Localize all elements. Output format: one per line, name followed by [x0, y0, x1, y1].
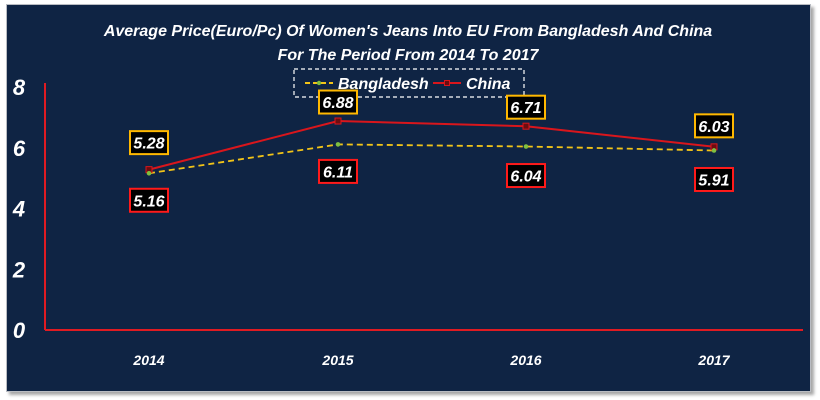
x-tick-label: 2016	[509, 352, 541, 368]
point-china	[335, 118, 341, 124]
data-label-china: 6.88	[322, 95, 353, 112]
series-lines	[146, 118, 717, 176]
legend-marker-china	[445, 81, 450, 86]
y-tick-label: 0	[13, 318, 26, 343]
point-china	[523, 123, 529, 129]
line-chart: Average Price(Euro/Pc) Of Women's Jeans …	[7, 5, 810, 391]
y-tick-label: 6	[13, 136, 26, 161]
chart-subtitle: For The Period From 2014 To 2017	[278, 47, 540, 64]
x-tick-label: 2015	[321, 352, 353, 368]
chart-panel: Average Price(Euro/Pc) Of Women's Jeans …	[6, 4, 811, 392]
data-label-china: 6.71	[510, 100, 541, 117]
point-bangladesh	[336, 142, 341, 147]
legend-label-china: China	[466, 76, 511, 93]
chart-title: Average Price(Euro/Pc) Of Women's Jeans …	[103, 23, 712, 40]
tick-labels: 0 2 4 6 8 2014 2015 2016 2017	[12, 75, 731, 368]
y-tick-label: 8	[13, 75, 26, 100]
x-tick-label: 2014	[132, 352, 164, 368]
data-label-bangladesh: 5.91	[698, 172, 729, 189]
y-tick-label: 4	[12, 197, 25, 222]
x-tick-label: 2017	[697, 352, 730, 368]
y-tick-label: 2	[12, 257, 26, 282]
data-label-bangladesh: 5.16	[133, 193, 164, 210]
point-bangladesh	[712, 148, 717, 153]
point-bangladesh	[147, 171, 152, 176]
point-bangladesh	[524, 144, 529, 149]
data-label-bangladesh: 6.11	[323, 164, 353, 181]
data-label-china: 5.28	[133, 136, 164, 153]
legend-marker-bangladesh	[317, 81, 321, 85]
data-label-china: 6.03	[698, 119, 729, 136]
data-label-bangladesh: 6.04	[510, 169, 541, 186]
